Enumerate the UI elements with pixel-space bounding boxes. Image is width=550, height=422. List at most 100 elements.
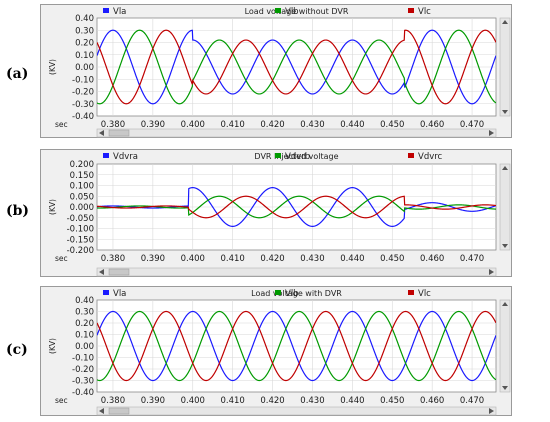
series-line-vlb — [97, 29, 496, 105]
y-tick-label: -0.150 — [67, 235, 94, 245]
x-tick-label: 0.440 — [340, 120, 364, 130]
x-tick-label: 0.430 — [300, 120, 324, 130]
x-axis-label: sec — [55, 396, 68, 405]
scroll-down-icon[interactable] — [502, 110, 508, 114]
x-tick-label: 0.390 — [141, 254, 165, 264]
scroll-left-icon[interactable] — [99, 408, 104, 414]
x-tick-label: 0.410 — [220, 254, 244, 264]
legend-label: Vlc — [418, 7, 431, 17]
scroll-right-icon[interactable] — [489, 130, 494, 136]
scroll-left-icon[interactable] — [99, 269, 104, 275]
series-line-vlc — [97, 29, 496, 105]
series-line-vlb — [97, 310, 496, 382]
vertical-scrollbar[interactable] — [499, 17, 511, 117]
y-tick-label: -0.20 — [72, 365, 94, 375]
y-tick-label: 0.200 — [70, 160, 94, 170]
x-tick-label: 0.450 — [380, 396, 404, 406]
y-tick-label: -0.30 — [72, 377, 94, 387]
scrollbar-thumb[interactable] — [108, 129, 130, 137]
x-axis-label: sec — [55, 120, 68, 129]
legend-swatch — [408, 290, 414, 295]
y-tick-label: 0.10 — [75, 331, 94, 341]
x-tick-label: 0.430 — [300, 396, 324, 406]
legend-swatch — [103, 290, 109, 295]
series-line-vdvrc — [97, 195, 496, 219]
x-tick-label: 0.380 — [101, 254, 125, 264]
scroll-up-icon[interactable] — [502, 302, 508, 306]
y-tick-label: 0.050 — [70, 192, 94, 202]
scrollbar-thumb[interactable] — [108, 407, 130, 415]
x-tick-label: 0.470 — [460, 396, 484, 406]
legend-swatch — [275, 290, 281, 295]
x-tick-label: 0.400 — [181, 120, 205, 130]
y-tick-label: -0.40 — [72, 112, 94, 122]
y-tick-label: 0.10 — [75, 51, 94, 61]
chart-panel-b: DVR Injected voltage Vdvra Vdvrb Vdvrc 0.200… — [40, 149, 512, 277]
x-tick-label: 0.400 — [181, 396, 205, 406]
y-tick-label: -0.20 — [72, 88, 94, 98]
y-tick-label: 0.100 — [70, 182, 94, 192]
legend-swatch — [408, 8, 414, 13]
scroll-up-icon[interactable] — [502, 166, 508, 170]
vertical-scrollbar[interactable] — [499, 163, 511, 251]
y-tick-label: 0.20 — [75, 319, 94, 329]
chart-title: Load voltage without DVR — [245, 7, 349, 16]
scroll-up-icon[interactable] — [502, 20, 508, 24]
legend-swatch — [275, 153, 281, 158]
x-tick-label: 0.400 — [181, 254, 205, 264]
x-tick-label: 0.420 — [260, 120, 284, 130]
series-line-vla — [97, 310, 496, 382]
y-tick-label: -0.10 — [72, 354, 94, 364]
horizontal-scrollbar[interactable] — [96, 267, 497, 277]
legend-label: Vdvrb — [285, 152, 310, 162]
y-tick-label: 0.00 — [75, 342, 94, 352]
x-tick-label: 0.450 — [380, 120, 404, 130]
x-axis-label: sec — [55, 254, 68, 263]
scroll-left-icon[interactable] — [99, 130, 104, 136]
chart-a-svg: Load voltage without DVR Vla Vlb Vlc 0.40 0.3… — [48, 7, 511, 138]
y-tick-label: -0.10 — [72, 75, 94, 85]
chart-panel-c: Load voltage with DVR Vla Vlb Vlc 0.40 0.30 0.… — [40, 286, 512, 416]
x-tick-label: 0.380 — [101, 120, 125, 130]
y-tick-label: -0.40 — [72, 388, 94, 398]
scroll-down-icon[interactable] — [502, 386, 508, 390]
y-tick-label: -0.100 — [67, 225, 94, 235]
scroll-right-icon[interactable] — [489, 408, 494, 414]
y-tick-label: -0.30 — [72, 100, 94, 110]
x-tick-label: 0.410 — [220, 120, 244, 130]
horizontal-scrollbar[interactable] — [96, 406, 497, 416]
x-tick-label: 0.380 — [101, 396, 125, 406]
x-tick-label: 0.430 — [300, 254, 324, 264]
legend-label: Vlb — [285, 7, 299, 17]
legend-swatch — [408, 153, 414, 158]
x-tick-label: 0.410 — [220, 396, 244, 406]
y-tick-label: 0.40 — [75, 14, 94, 24]
y-tick-label: 0.000 — [70, 203, 94, 213]
y-tick-label: -0.050 — [67, 214, 94, 224]
scroll-right-icon[interactable] — [489, 269, 494, 275]
x-tick-label: 0.470 — [460, 254, 484, 264]
y-tick-label: 0.00 — [75, 63, 94, 73]
scrollbar-thumb[interactable] — [108, 268, 130, 276]
x-tick-label: 0.460 — [420, 254, 444, 264]
y-axis-label: (KV) — [48, 338, 57, 354]
scroll-down-icon[interactable] — [502, 244, 508, 248]
x-tick-label: 0.440 — [340, 254, 364, 264]
chart-b-svg: DVR Injected voltage Vdvra Vdvrb Vdvrc 0.200… — [48, 152, 511, 277]
panel-label-b: (b) — [6, 203, 30, 219]
x-tick-label: 0.440 — [340, 396, 364, 406]
y-tick-label: 0.150 — [70, 171, 94, 181]
y-axis-label: (KV) — [48, 59, 57, 75]
legend-swatch — [103, 8, 109, 13]
x-tick-label: 0.420 — [260, 254, 284, 264]
x-tick-label: 0.460 — [420, 120, 444, 130]
series-line-vla — [97, 29, 496, 105]
x-tick-label: 0.460 — [420, 396, 444, 406]
vertical-scrollbar[interactable] — [499, 299, 511, 393]
x-tick-label: 0.450 — [380, 254, 404, 264]
horizontal-scrollbar[interactable] — [96, 128, 497, 138]
legend-label: Vdvrc — [418, 152, 443, 162]
y-tick-label: 0.30 — [75, 308, 94, 318]
y-tick-label: 0.40 — [75, 296, 94, 306]
